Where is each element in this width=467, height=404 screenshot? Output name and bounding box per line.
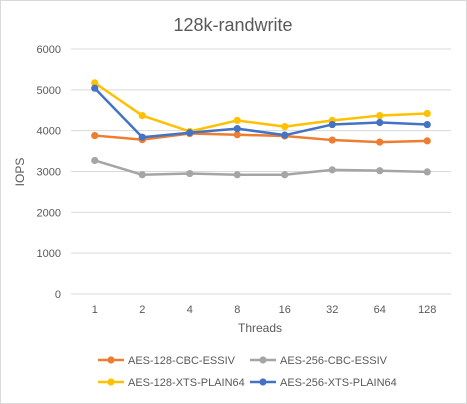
data-point [376,111,384,120]
legend-label: AES-256-XTS-PLAIN64 [280,377,397,389]
data-point [91,79,99,87]
data-point [423,137,431,145]
x-tick-label: 32 [326,304,338,316]
y-axis-ticks: 0 1000 2000 3000 4000 5000 6000 [37,44,61,301]
data-point [91,156,99,165]
x-tick-label: 1 [92,304,98,316]
legend-marker [259,356,267,364]
legend-marker [107,378,115,386]
data-point [91,131,99,140]
y-axis-title: IOPS [13,158,27,187]
data-point [186,129,194,137]
series-group [91,79,431,179]
data-point [423,168,431,176]
data-point [423,120,431,129]
series-line [93,81,429,133]
x-tick-label: 64 [374,304,386,316]
series-line [93,132,429,144]
series-1 [91,129,431,146]
data-point [233,116,241,125]
x-axis-title: Threads [238,321,282,335]
data-point [328,120,336,129]
data-point [233,125,241,133]
y-tick-label: 1000 [37,248,61,260]
legend-label: AES-256-CBC-ESSIV [280,355,388,367]
series-line [93,159,429,177]
x-tick-label: 128 [418,304,436,316]
y-tick-label: 3000 [37,167,61,179]
data-point [186,169,194,178]
data-point [233,171,241,179]
data-point [138,171,146,179]
y-tick-label: 5000 [37,85,61,97]
data-point [328,136,336,144]
data-point [281,122,289,131]
series-4 [91,84,431,141]
y-tick-label: 2000 [37,207,61,219]
legend-item: AES-128-CBC-ESSIV [98,355,236,367]
legend: AES-128-CBC-ESSIV AES-256-CBC-ESSIV AES-12… [98,355,397,389]
series-3 [91,79,431,136]
y-tick-label: 0 [55,289,61,301]
y-tick-label: 4000 [37,126,61,138]
legend-label: AES-128-XTS-PLAIN64 [128,377,245,389]
data-point [281,171,289,179]
series-line [93,86,429,139]
legend-item: AES-256-XTS-PLAIN64 [250,377,397,389]
data-point [91,84,99,92]
x-tick-label: 16 [279,304,291,316]
series-2 [91,156,431,179]
legend-label: AES-128-CBC-ESSIV [128,355,236,367]
data-point [138,111,146,120]
data-point [376,118,384,127]
data-point [138,133,146,141]
legend-marker [259,378,267,386]
data-point [423,109,431,118]
x-tick-label: 2 [139,304,145,316]
legend-marker [107,356,115,364]
data-point [376,138,384,146]
y-tick-label: 6000 [37,44,61,56]
data-point [328,166,336,174]
legend-item: AES-128-XTS-PLAIN64 [98,377,245,389]
data-point [281,131,289,139]
x-tick-label: 8 [234,304,240,316]
legend-item: AES-256-CBC-ESSIV [250,355,388,367]
chart-title: 128k-randwrite [173,15,292,35]
data-point [233,131,241,139]
data-point [376,167,384,175]
x-tick-label: 4 [187,304,193,316]
x-axis-ticks: 1 2 4 8 16 32 64 128 [92,304,437,316]
